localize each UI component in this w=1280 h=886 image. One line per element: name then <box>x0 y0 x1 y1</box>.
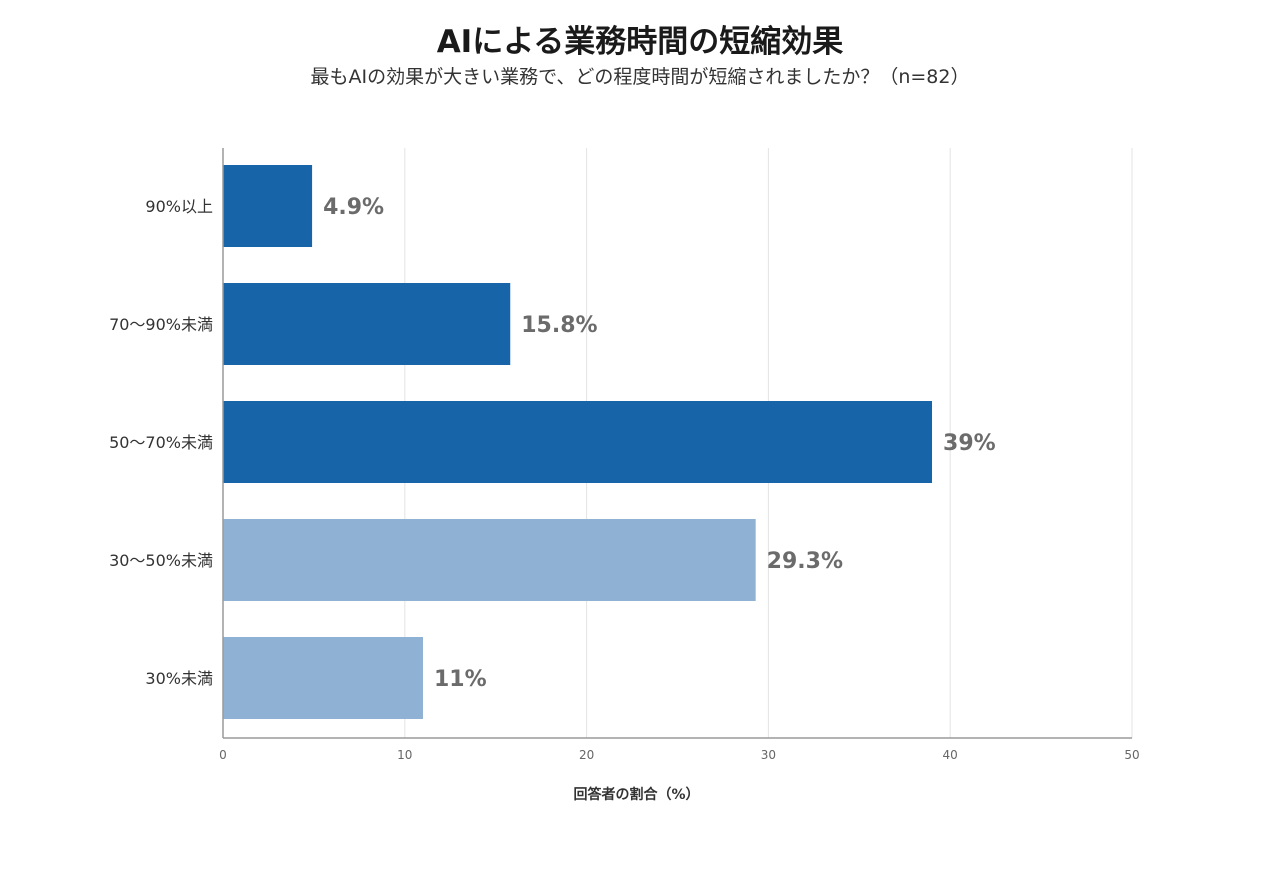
category-label: 30〜50%未満 <box>109 551 213 570</box>
x-tick-label: 30 <box>761 748 776 762</box>
axes <box>222 148 1132 739</box>
x-tick-label: 10 <box>397 748 412 762</box>
category-label: 50〜70%未満 <box>109 433 213 452</box>
bar-1 <box>223 283 511 365</box>
bar-2 <box>223 401 933 483</box>
x-tick-label: 40 <box>943 748 958 762</box>
chart-subtitle: 最もAIの効果が大きい業務で、どの程度時間が短縮されましたか？（n=82） <box>310 66 970 88</box>
x-tick-label: 20 <box>579 748 594 762</box>
data-label: 39% <box>943 431 996 456</box>
data-label: 4.9% <box>323 195 384 220</box>
x-axis-title: 回答者の割合（%） <box>573 786 699 803</box>
chart-title: AIによる業務時間の短縮効果 <box>436 24 844 60</box>
x-tick-label: 0 <box>219 748 227 762</box>
labels: 0 10 20 30 40 50 90%以上 4.9% 70〜90%未満 15.8% 50〜70%未… <box>109 195 1140 803</box>
x-tick-label: 50 <box>1124 748 1139 762</box>
category-label: 90%以上 <box>145 197 213 216</box>
category-label: 70〜90%未満 <box>109 315 213 334</box>
bar-4 <box>223 637 423 719</box>
category-label: 30%未満 <box>145 669 213 688</box>
data-label: 11% <box>434 667 487 692</box>
data-label: 29.3% <box>767 549 843 574</box>
bar-0 <box>223 165 313 247</box>
bar-3 <box>223 519 756 601</box>
data-label: 15.8% <box>521 313 597 338</box>
bars <box>223 165 933 719</box>
